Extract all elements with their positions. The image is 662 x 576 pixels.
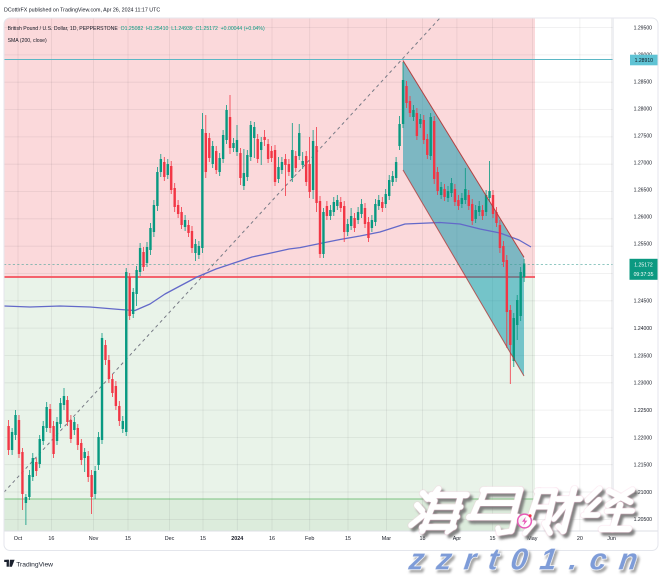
svg-text:2024: 2024 [231,536,243,542]
svg-text:British Pound / U.S. Dollar, 1: British Pound / U.S. Dollar, 1D, PEPPERS… [8,26,265,32]
svg-text:Apr: Apr [453,536,462,542]
svg-text:1.25500: 1.25500 [634,242,653,248]
svg-text:1.20500: 1.20500 [634,517,653,523]
svg-text:Mar: Mar [382,536,391,542]
svg-text:1.26000: 1.26000 [634,215,653,221]
svg-text:Dec: Dec [165,536,175,542]
svg-text:1.28500: 1.28500 [634,80,653,86]
svg-text:Nov: Nov [89,536,99,542]
svg-text:15: 15 [125,536,131,542]
svg-text:1.25172: 1.25172 [634,263,653,269]
svg-text:1.24000: 1.24000 [634,326,653,332]
svg-text:1.26500: 1.26500 [634,188,653,194]
svg-text:Oct: Oct [14,536,23,542]
svg-text:09:37:35: 09:37:35 [634,272,654,278]
svg-text:1.28000: 1.28000 [634,107,653,113]
svg-text:1.24500: 1.24500 [634,299,653,305]
svg-text:15: 15 [490,536,496,542]
svg-text:1.21500: 1.21500 [634,463,653,469]
svg-text:16: 16 [48,536,54,542]
svg-text:May: May [527,536,537,542]
svg-text:1.23000: 1.23000 [634,381,653,387]
svg-text:15: 15 [200,536,206,542]
svg-text:16: 16 [269,536,275,542]
svg-text:TradingView: TradingView [16,562,53,569]
svg-text:SMA (200, close): SMA (200, close) [8,38,47,44]
svg-text:Jun: Jun [607,536,616,542]
svg-text:DCottlrFX published on Trading: DCottlrFX published on TradingView.com, … [4,8,160,14]
svg-text:1.22500: 1.22500 [634,408,653,414]
svg-text:1.21000: 1.21000 [634,490,653,496]
svg-text:1.29500: 1.29500 [634,26,653,32]
svg-text:18: 18 [420,536,426,542]
svg-text:1.22000: 1.22000 [634,435,653,441]
svg-text:zzrt01.cn: zzrt01.cn [406,544,652,576]
svg-text:1.28910: 1.28910 [635,58,654,64]
svg-text:20: 20 [577,536,583,542]
svg-text:1.27500: 1.27500 [634,134,653,140]
svg-text:1.23500: 1.23500 [634,353,653,359]
svg-text:1.27000: 1.27000 [634,161,653,167]
svg-text:Feb: Feb [305,536,314,542]
svg-text:15: 15 [345,536,351,542]
